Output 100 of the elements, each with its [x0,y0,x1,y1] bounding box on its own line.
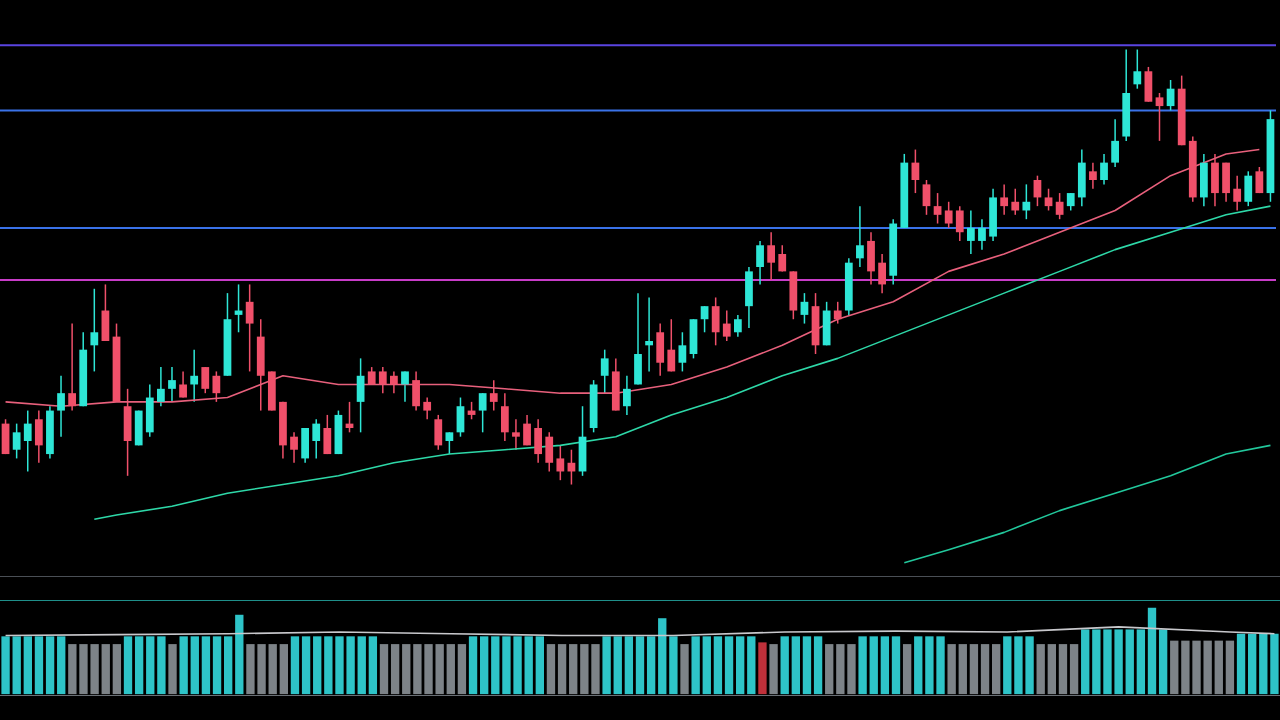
candlestick [878,253,886,294]
bar [290,636,300,695]
bar [1092,629,1101,695]
bar [524,636,533,695]
bar [68,644,77,695]
bar [858,636,867,695]
bar [791,636,800,695]
bar [368,636,378,695]
candlestick [1089,161,1097,190]
bar [769,644,778,695]
bar [23,636,32,695]
candlestick [933,192,942,225]
candlestick [756,240,764,286]
candlestick [201,366,210,394]
bar [702,636,711,695]
bar [557,644,567,695]
bar [1036,644,1045,695]
bar [201,636,211,695]
candlestick [1155,92,1164,142]
bar [736,636,745,695]
bar [580,644,589,695]
bar [747,636,756,695]
bar [613,636,622,695]
bar [1136,629,1146,695]
bar [635,636,645,695]
bar [335,636,344,695]
bar [179,636,188,695]
candlestick [922,179,931,216]
candlestick [423,396,432,421]
candlestick [966,209,975,255]
candlestick [245,283,254,373]
bar [569,644,578,695]
bar [1114,629,1123,695]
bar [212,636,222,695]
bar [902,644,912,695]
bar [880,636,890,695]
bar [802,636,812,695]
bar [190,636,199,695]
candlestick [23,409,32,473]
bar [958,644,967,695]
bar [691,636,700,695]
bar [1025,636,1034,695]
bar [446,644,455,695]
candlestick [767,231,776,281]
candlestick [57,375,65,438]
bar [491,636,500,695]
candlestick [645,296,653,373]
bar [301,636,311,695]
candlestick [179,370,187,399]
bar [1170,640,1179,695]
bar [724,636,734,695]
bar [268,644,277,695]
candlestick [700,305,709,334]
bar [669,636,678,695]
bar [936,636,945,695]
bar [413,644,422,695]
bar [992,644,1001,695]
bar [891,636,901,695]
bar [1147,607,1157,695]
candlestick [1022,183,1031,220]
bar [279,644,288,695]
bar [257,644,266,695]
bar [1058,644,1068,695]
bar [45,636,55,695]
candlestick [833,301,842,325]
candlestick [856,205,864,268]
candlestick [378,366,387,394]
bar [914,636,923,695]
bar [402,644,411,695]
bar [57,636,66,695]
bar [1158,629,1168,695]
candlestick [523,414,531,447]
bar [813,636,823,695]
bar [836,644,845,695]
bar [658,618,667,695]
candlestick [312,418,321,460]
candlestick [1133,48,1142,90]
candlestick [1044,187,1053,212]
candlestick [722,309,731,342]
bar [1103,629,1112,695]
bar [1,636,10,695]
bar [168,644,177,695]
bar [1125,629,1134,695]
bar [424,644,433,695]
bar [1270,633,1279,695]
candlestick [1233,174,1242,212]
candlestick [978,218,986,251]
bar [112,644,122,695]
bar [79,644,88,695]
candlestick [90,288,99,373]
bar [713,636,723,695]
bar [591,644,600,695]
candlestick [1100,153,1108,186]
candlestick [733,314,742,338]
candlestick [1111,118,1119,168]
candlestick [290,431,298,464]
candlestick [445,431,454,455]
candlestick [778,244,787,273]
bar [535,636,544,695]
bar [324,636,333,695]
